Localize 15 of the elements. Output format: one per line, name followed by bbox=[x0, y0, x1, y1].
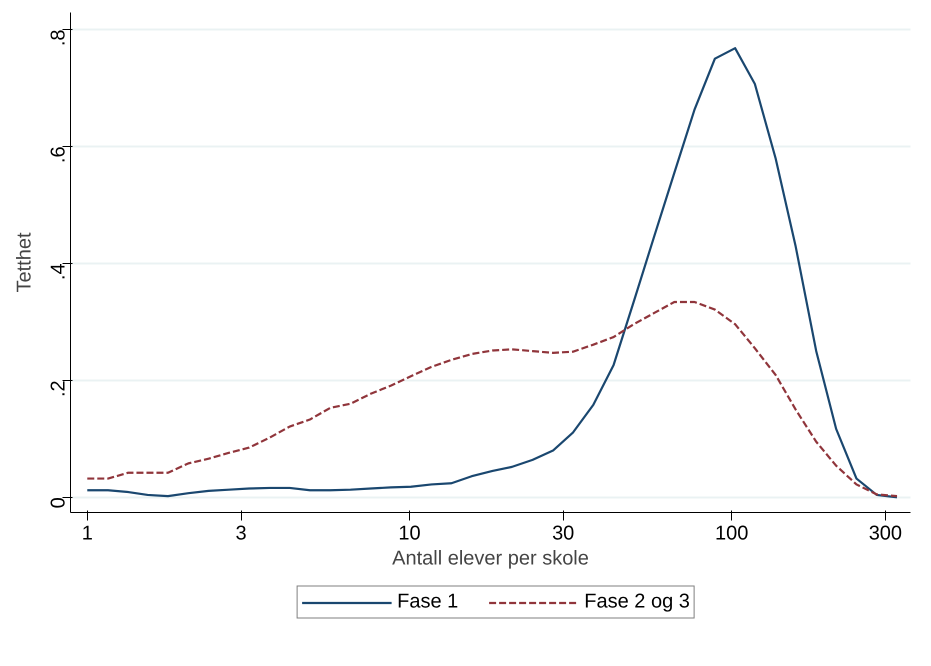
y-axis-title: Tetthet bbox=[14, 232, 36, 293]
y-tick-label: .6 bbox=[48, 146, 70, 164]
x-tick-label: 30 bbox=[552, 522, 574, 544]
x-tick-label: 3 bbox=[235, 522, 247, 544]
legend-label: Fase 1 bbox=[397, 590, 458, 614]
y-tick-label: .8 bbox=[48, 29, 70, 46]
y-tick-label: 0 bbox=[48, 497, 70, 508]
x-tick-label: 300 bbox=[868, 522, 902, 544]
x-tick-label: 10 bbox=[398, 522, 421, 544]
x-tick-label: 100 bbox=[714, 522, 748, 544]
y-tick-label: .4 bbox=[48, 263, 70, 280]
x-axis-title: Antall elever per skole bbox=[392, 548, 589, 570]
legend-label: Fase 2 og 3 bbox=[584, 590, 690, 614]
y-tick-label: .2 bbox=[48, 380, 70, 398]
x-tick-label: 1 bbox=[82, 522, 93, 544]
